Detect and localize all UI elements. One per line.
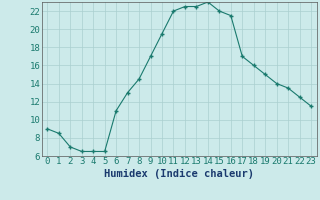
X-axis label: Humidex (Indice chaleur): Humidex (Indice chaleur) <box>104 169 254 179</box>
